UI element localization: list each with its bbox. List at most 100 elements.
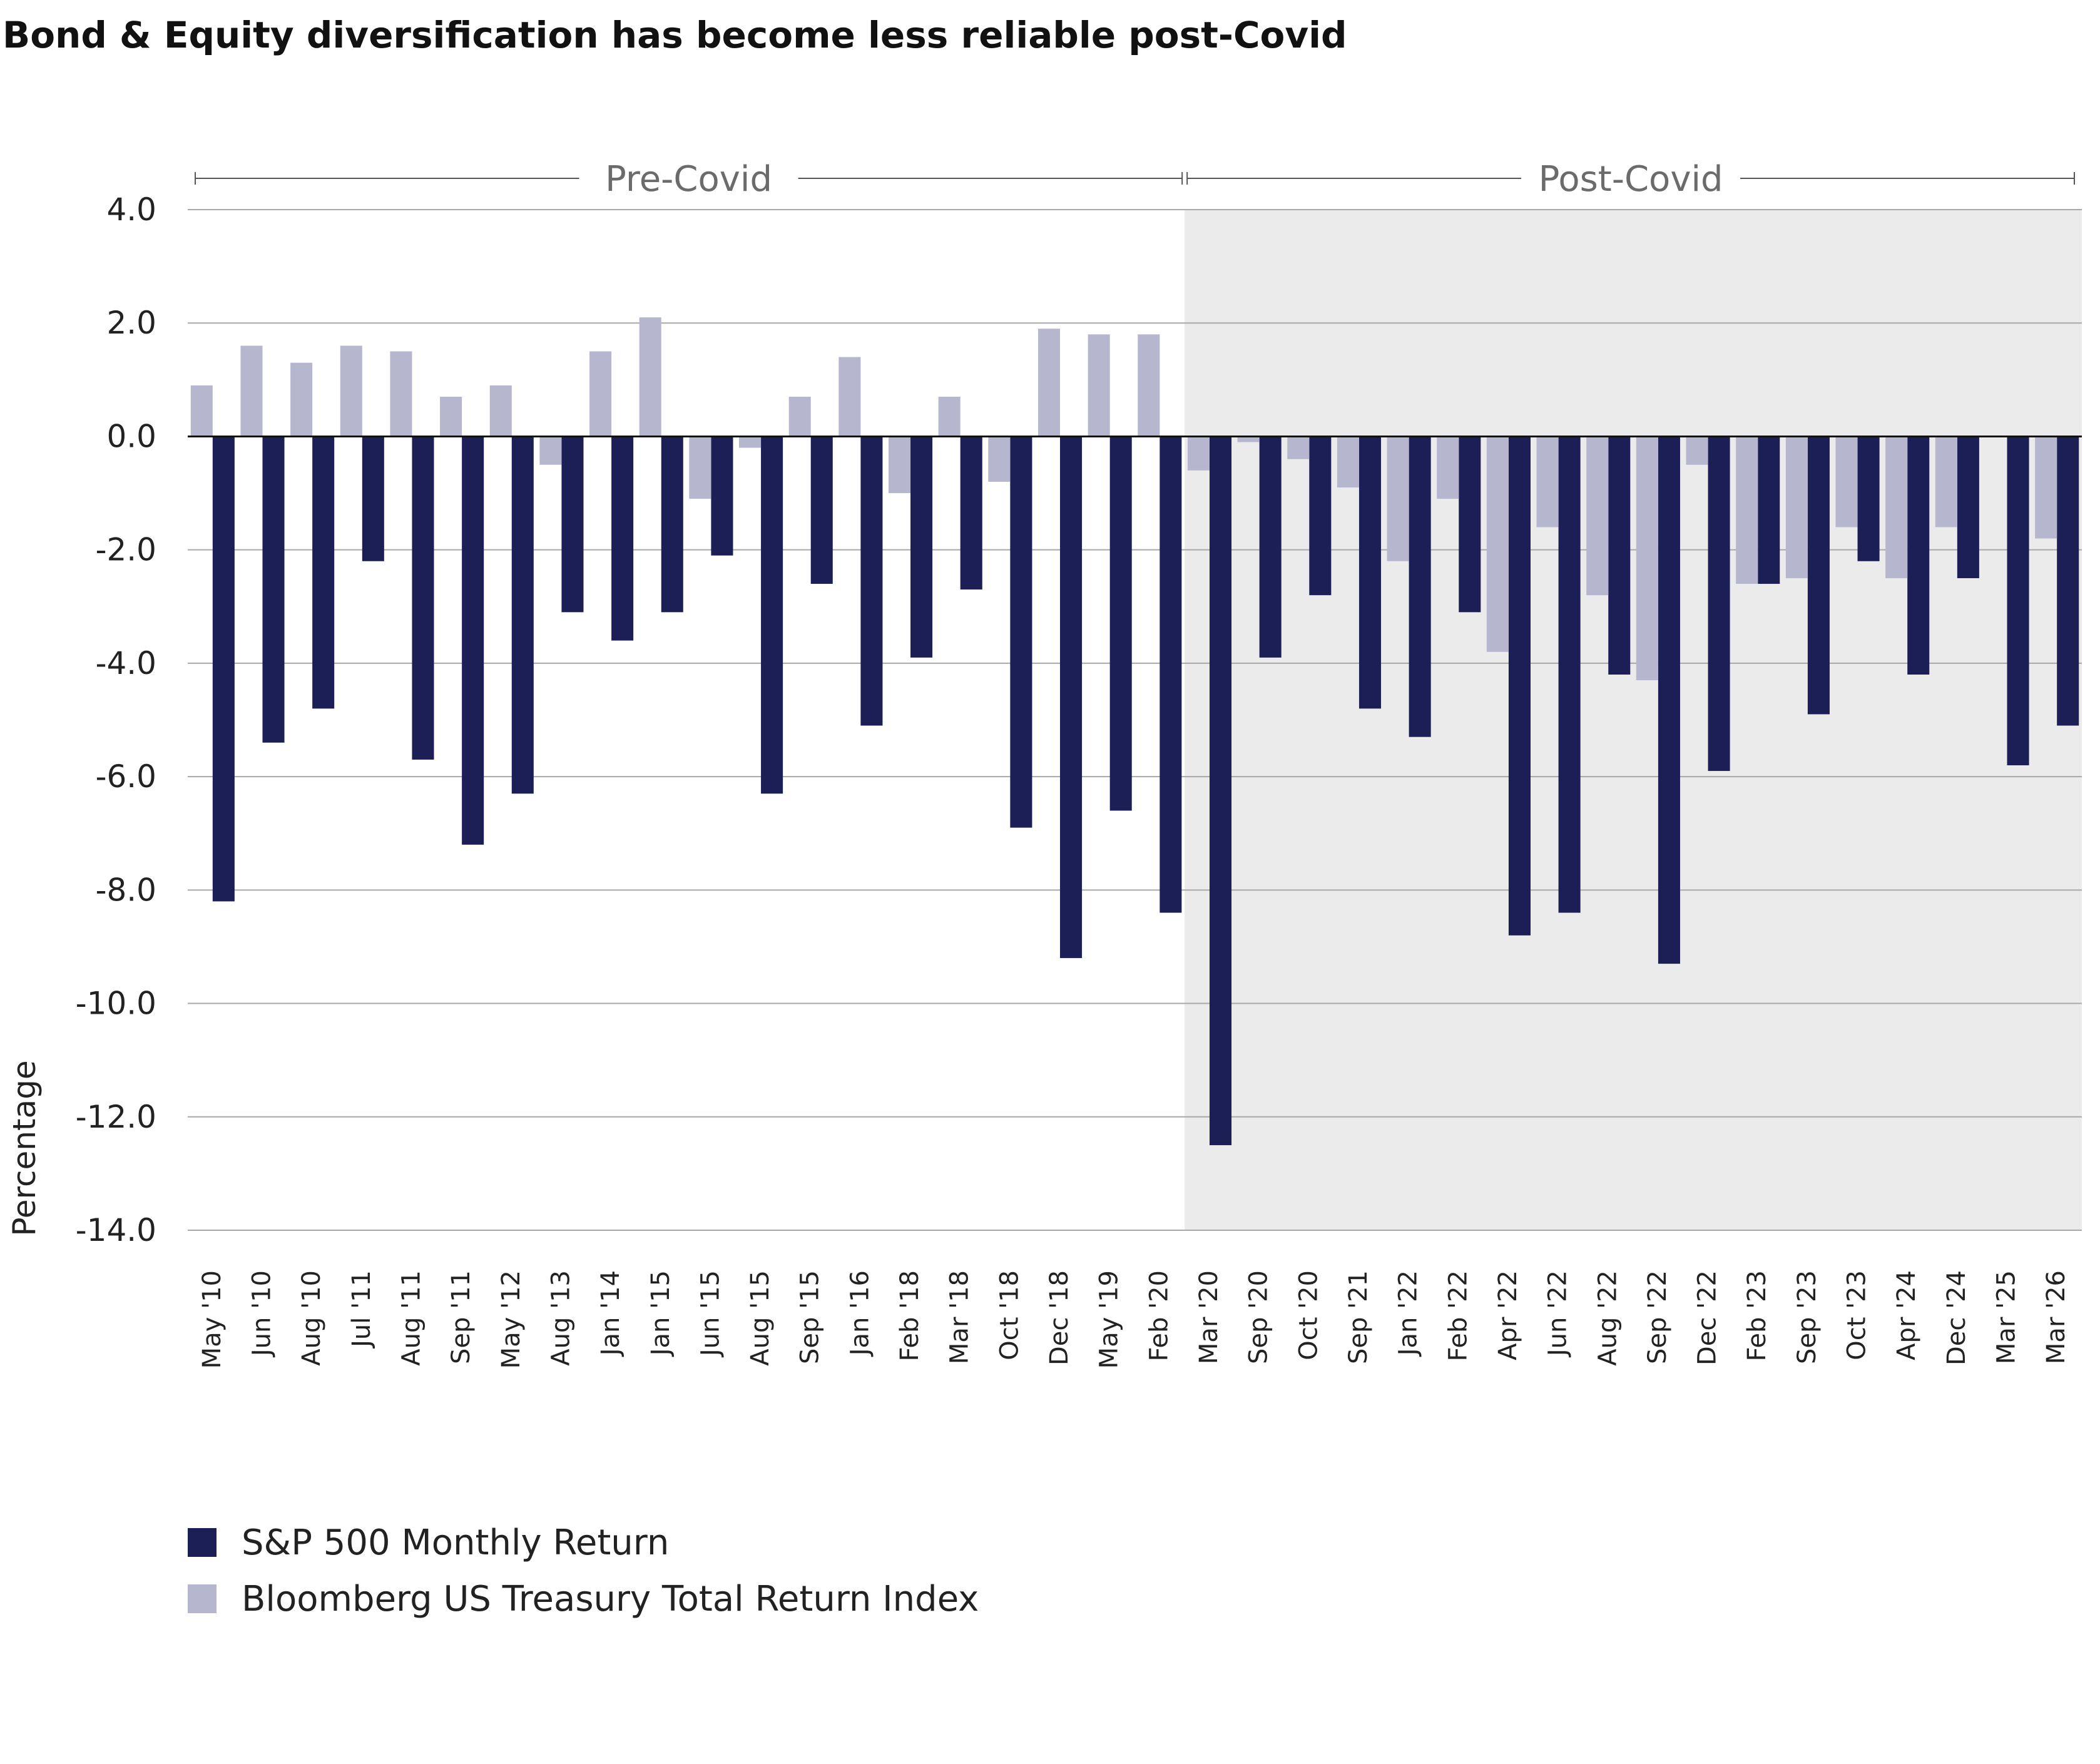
x-tick-label: Feb '18 — [895, 1270, 924, 1361]
x-tick-label: Aug '22 — [1593, 1270, 1622, 1366]
sp500-bar — [1758, 436, 1780, 584]
sp500-bar — [212, 436, 235, 902]
sp500-bar — [312, 436, 335, 709]
sp500-bar — [1608, 436, 1631, 675]
sp500-bar — [910, 436, 933, 658]
treasury-bar — [1885, 436, 1908, 578]
sp500-bar — [511, 436, 534, 794]
x-tick-label: Mar '25 — [1992, 1270, 2021, 1364]
treasury-bar — [2035, 436, 2057, 539]
period-label-0: Pre-Covid — [605, 159, 772, 200]
sp500-bar — [761, 436, 783, 794]
sp500-bar — [1508, 436, 1531, 936]
x-tick-label: Feb '22 — [1444, 1270, 1472, 1361]
x-tick-label: Oct '18 — [995, 1270, 1024, 1360]
treasury-bar — [1088, 334, 1110, 437]
legend-label-treasury: Bloomberg US Treasury Total Return Index — [242, 1578, 979, 1619]
sp500-bar — [1409, 436, 1431, 737]
x-tick-label: Jan '14 — [596, 1270, 625, 1357]
x-tick-label: Apr '24 — [1892, 1270, 1921, 1360]
treasury-bar — [1586, 436, 1609, 596]
legend-label-sp500: S&P 500 Monthly Return — [242, 1522, 670, 1563]
treasury-bar — [788, 397, 811, 437]
sp500-bar — [810, 436, 833, 584]
x-tick-label: Aug '15 — [746, 1270, 775, 1366]
x-tick-label: Mar '18 — [946, 1270, 974, 1364]
treasury-bar — [1387, 436, 1409, 561]
x-tick-label: Jan '16 — [845, 1270, 874, 1357]
treasury-bar — [1187, 436, 1210, 471]
treasury-bar — [639, 317, 661, 437]
y-tick-label: -2.0 — [95, 532, 156, 568]
y-tick-label: -14.0 — [76, 1212, 156, 1248]
sp500-bar — [860, 436, 883, 726]
treasury-bar — [390, 351, 412, 437]
x-tick-label: Dec '18 — [1045, 1270, 1074, 1365]
period-brackets: Pre-Covid Post-Covid — [195, 159, 2075, 200]
y-tick-label: -12.0 — [76, 1099, 156, 1135]
treasury-bar — [1138, 334, 1160, 437]
x-tick-label: Sep '11 — [447, 1270, 476, 1364]
y-tick-label: 0.0 — [106, 418, 156, 454]
x-tick-label: Dec '22 — [1693, 1270, 1722, 1365]
x-tick-label: Sep '22 — [1643, 1270, 1672, 1364]
x-tick-label: Jun '10 — [247, 1270, 276, 1358]
legend-item-sp500: S&P 500 Monthly Return — [188, 1514, 979, 1571]
treasury-bar — [1536, 436, 1559, 528]
sp500-bar — [412, 436, 434, 760]
treasury-bar — [838, 357, 861, 437]
y-tick-label: -8.0 — [95, 872, 156, 908]
treasury-bar — [539, 436, 562, 465]
x-tick-label: Oct '20 — [1294, 1270, 1323, 1360]
sp500-bar — [2057, 436, 2079, 726]
shaded-region-1 — [1185, 210, 2082, 1230]
sp500-bar — [1010, 436, 1032, 828]
treasury-bar — [589, 351, 612, 437]
sp500-bar — [362, 436, 384, 561]
x-tick-label: Mar '26 — [2042, 1270, 2071, 1364]
x-tick-label: Sep '15 — [796, 1270, 825, 1364]
treasury-bar — [340, 345, 362, 437]
sp500-bar — [711, 436, 733, 556]
treasury-bar — [1736, 436, 1758, 584]
sp500-bar — [2007, 436, 2029, 765]
treasury-bar — [1237, 436, 1260, 442]
y-tick-label: -6.0 — [95, 758, 156, 795]
sp500-bar — [1708, 436, 1730, 772]
x-tick-label: Aug '10 — [297, 1270, 326, 1366]
x-tick-label: Apr '22 — [1494, 1270, 1522, 1360]
treasury-bar — [489, 385, 512, 437]
sp500-bar — [1558, 436, 1581, 913]
treasury-bar — [888, 436, 911, 494]
treasury-bar — [938, 397, 961, 437]
x-tick-label: Jan '15 — [646, 1270, 675, 1357]
x-tick-label: Aug '13 — [546, 1270, 575, 1366]
chart-title: Bond & Equity diversification has become… — [3, 14, 1347, 56]
x-tick-label: May '10 — [198, 1270, 227, 1369]
sp500-bar — [1857, 436, 1880, 561]
treasury-bar — [440, 397, 462, 437]
treasury-bar — [1636, 436, 1658, 681]
sp500-bar — [1807, 436, 1830, 715]
legend-swatch-sp500 — [188, 1528, 217, 1557]
bars — [190, 317, 2079, 1146]
x-tick-label: Jun '22 — [1544, 1270, 1572, 1358]
sp500-bar — [262, 436, 285, 743]
x-tick-label: Oct '23 — [1843, 1270, 1872, 1360]
treasury-bar — [1785, 436, 1808, 578]
sp500-bar — [561, 436, 584, 613]
legend-swatch-treasury — [188, 1584, 217, 1613]
sp500-bar — [1109, 436, 1132, 811]
treasury-bar — [1835, 436, 1858, 528]
x-tick-label: May '19 — [1095, 1270, 1124, 1369]
legend: S&P 500 Monthly Return Bloomberg US Trea… — [188, 1514, 979, 1627]
treasury-bar — [689, 436, 711, 499]
sp500-bar — [1957, 436, 1979, 578]
sp500-bar — [960, 436, 982, 590]
x-tick-label: Jun '15 — [696, 1270, 725, 1358]
sp500-bar — [1358, 436, 1382, 709]
treasury-bar — [739, 436, 762, 448]
sp500-bar — [1209, 436, 1232, 1146]
x-tick-label: Sep '21 — [1344, 1270, 1373, 1364]
